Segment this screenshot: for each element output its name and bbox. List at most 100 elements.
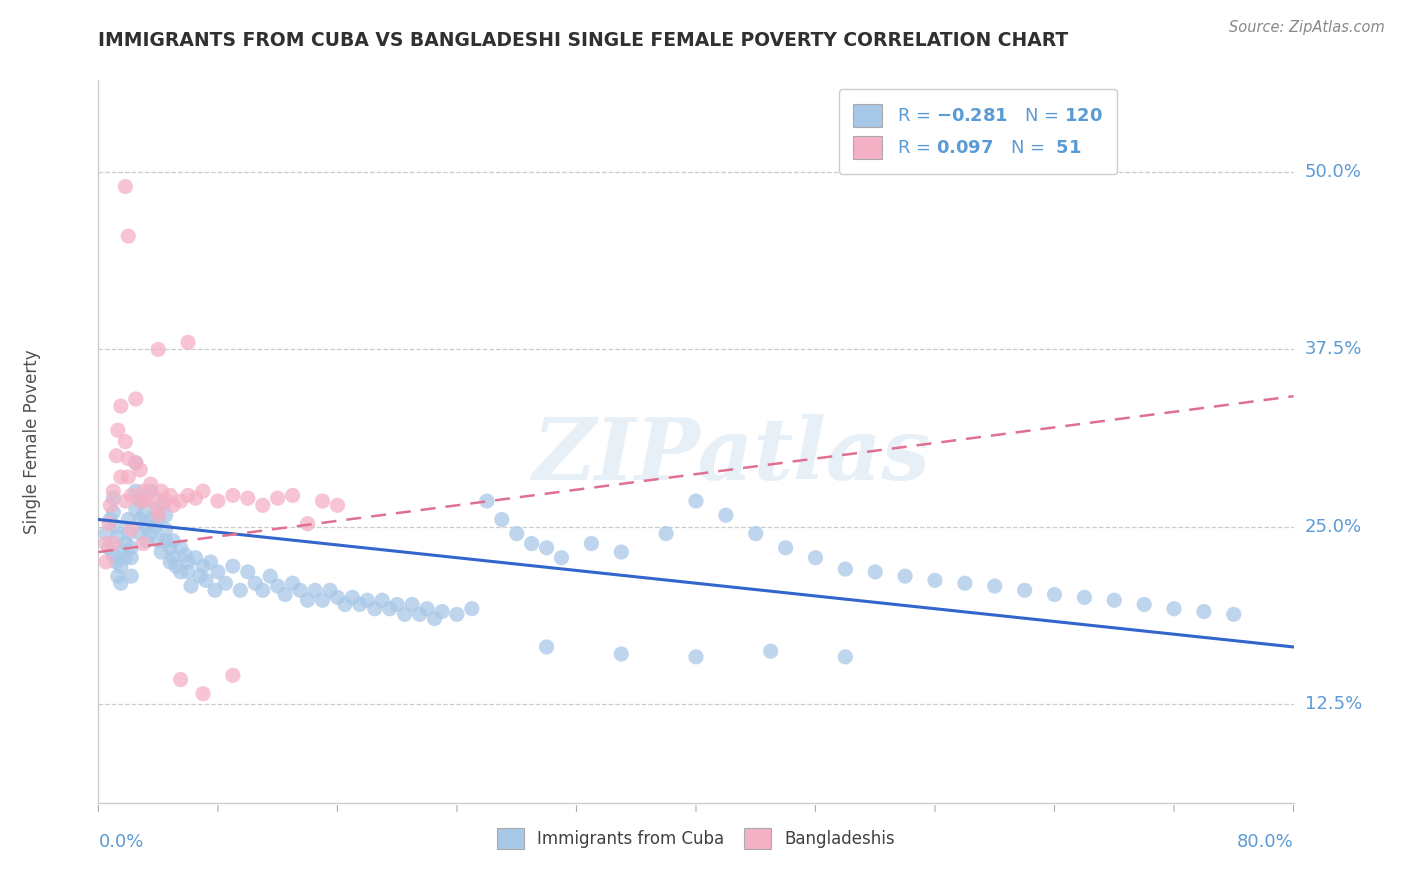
Legend: Immigrants from Cuba, Bangladeshis: Immigrants from Cuba, Bangladeshis [491, 822, 901, 856]
Point [349, 598, 371, 612]
Point [252, 498, 274, 512]
Point [110, 399, 132, 413]
Point [834, 649, 856, 664]
Text: 12.5%: 12.5% [1305, 695, 1362, 713]
Point [117, 451, 139, 466]
Point [610, 647, 633, 661]
Point [385, 598, 409, 612]
Point [423, 612, 446, 626]
Point [207, 565, 229, 579]
Point [924, 574, 946, 588]
Point [311, 593, 333, 607]
Point [114, 536, 136, 550]
Point [333, 598, 356, 612]
Point [150, 498, 173, 512]
Point [143, 502, 166, 516]
Point [236, 565, 259, 579]
Point [191, 687, 214, 701]
Point [150, 484, 173, 499]
Point [1133, 598, 1156, 612]
Text: IMMIGRANTS FROM CUBA VS BANGLADESHI SINGLE FEMALE POVERTY CORRELATION CHART: IMMIGRANTS FROM CUBA VS BANGLADESHI SING… [98, 31, 1069, 50]
Point [685, 649, 707, 664]
Point [97, 516, 120, 531]
Point [177, 555, 200, 569]
Point [129, 463, 152, 477]
Point [200, 555, 222, 569]
Point [103, 536, 125, 550]
Point [107, 569, 129, 583]
Point [267, 491, 290, 506]
Point [107, 529, 129, 543]
Point [129, 494, 152, 508]
Point [159, 488, 181, 502]
Point [491, 512, 513, 526]
Point [125, 456, 148, 470]
Point [132, 536, 155, 550]
Point [162, 533, 184, 548]
Point [117, 512, 139, 526]
Point [984, 579, 1007, 593]
Point [236, 491, 259, 506]
Point [311, 494, 333, 508]
Point [281, 488, 304, 502]
Point [180, 579, 202, 593]
Point [520, 536, 543, 550]
Point [110, 576, 132, 591]
Text: ZIPatlas: ZIPatlas [533, 414, 931, 498]
Point [394, 607, 416, 622]
Text: 50.0%: 50.0% [1305, 163, 1361, 181]
Point [162, 498, 184, 512]
Point [120, 541, 142, 555]
Point [267, 579, 290, 593]
Point [259, 569, 281, 583]
Point [129, 526, 152, 541]
Point [865, 565, 887, 579]
Point [430, 605, 453, 619]
Point [120, 569, 142, 583]
Point [117, 526, 139, 541]
Point [191, 559, 214, 574]
Point [610, 545, 633, 559]
Point [408, 607, 430, 622]
Point [745, 526, 768, 541]
Point [114, 179, 136, 194]
Point [105, 555, 128, 569]
Point [184, 550, 207, 565]
Point [105, 449, 128, 463]
Point [125, 502, 148, 516]
Point [110, 559, 132, 574]
Point [222, 488, 245, 502]
Point [1223, 607, 1246, 622]
Point [98, 498, 122, 512]
Point [125, 456, 148, 470]
Point [252, 583, 274, 598]
Point [804, 550, 827, 565]
Point [129, 512, 152, 526]
Point [177, 488, 200, 502]
Point [169, 494, 191, 508]
Point [475, 494, 498, 508]
Point [655, 526, 678, 541]
Point [94, 536, 117, 550]
Point [94, 555, 117, 569]
Point [155, 508, 177, 523]
Point [139, 477, 162, 491]
Point [461, 601, 484, 615]
Point [281, 576, 304, 591]
Point [129, 494, 152, 508]
Point [207, 494, 229, 508]
Point [245, 576, 267, 591]
Point [195, 574, 218, 588]
Point [150, 545, 173, 559]
Point [274, 588, 297, 602]
Point [105, 519, 128, 533]
Point [1073, 591, 1095, 605]
Point [326, 498, 349, 512]
Point [371, 593, 394, 607]
Point [319, 583, 342, 598]
Point [103, 484, 125, 499]
Point [297, 516, 319, 531]
Point [1043, 588, 1066, 602]
Point [342, 591, 364, 605]
Point [117, 229, 139, 244]
